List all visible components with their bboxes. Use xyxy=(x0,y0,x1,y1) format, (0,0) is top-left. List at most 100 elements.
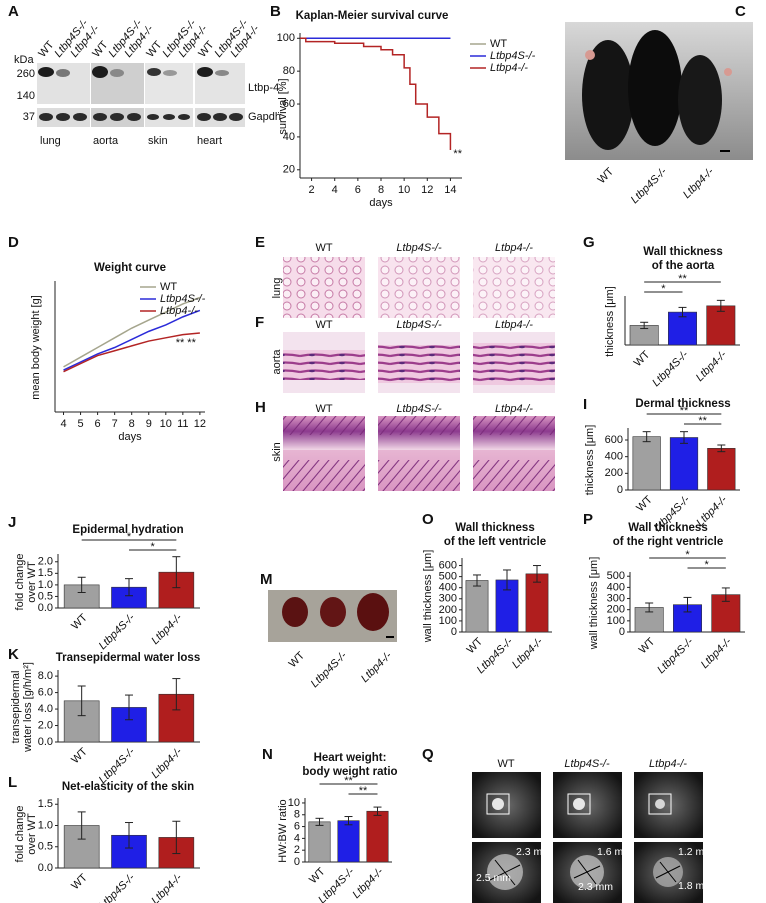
panel-letter: D xyxy=(8,234,19,251)
y-axis-label: thickness [μm] xyxy=(584,425,596,496)
band-label: Ltbp-4 xyxy=(248,82,279,94)
column-label: Ltbp4-/- xyxy=(495,242,533,254)
x-tick-label: 10 xyxy=(398,184,410,196)
x-tick-label: Ltbp4S-/- xyxy=(650,348,691,389)
mouse-photo xyxy=(565,22,753,160)
y-tick-label: 0 xyxy=(451,626,457,638)
measurement: 2.3 mm xyxy=(516,846,551,858)
x-tick-label: Ltbp4-/- xyxy=(149,871,185,903)
y-tick-label: 0 xyxy=(619,626,625,638)
error-bar xyxy=(533,565,541,583)
error-bar xyxy=(503,569,511,591)
measurement: 1.2 mm xyxy=(678,846,713,858)
x-tick-label: 6 xyxy=(355,184,361,196)
chart-title: Kaplan-Meier survival curve xyxy=(296,10,449,22)
panel-letter: Q xyxy=(422,746,434,763)
histology-lung xyxy=(283,257,555,318)
significance-label: ** xyxy=(359,785,368,797)
bar xyxy=(669,437,699,491)
annotation: ** ** xyxy=(176,337,197,349)
error-bar xyxy=(125,694,133,721)
y-tick-label: 500 xyxy=(439,571,457,583)
chart-title: Net-elasticity of the skin xyxy=(62,781,194,793)
y-tick-label: 200 xyxy=(605,467,623,479)
y-tick-label: 1.0 xyxy=(38,819,53,831)
x-tick-label: WT xyxy=(465,635,486,656)
panel-letter: N xyxy=(262,746,273,763)
panel-letter: F xyxy=(255,314,264,331)
chart-title: Transepidermal water loss xyxy=(56,652,200,664)
significance-label: * xyxy=(685,549,690,561)
heart-photo xyxy=(268,590,397,642)
panel-letter: M xyxy=(260,571,273,588)
y-tick-label: 8 xyxy=(294,809,300,821)
column-label: Ltbp4S-/- xyxy=(396,319,442,331)
x-axis-label: days xyxy=(118,431,142,443)
column-label: WT xyxy=(315,403,332,415)
genotype-label: Ltbp4-/- xyxy=(681,165,717,201)
x-tick-label: 5 xyxy=(78,418,84,430)
panel-letter: E xyxy=(255,234,265,251)
y-axis-label: mean body weight [g] xyxy=(30,295,42,400)
panel-letter: O xyxy=(422,511,434,528)
row-label: skin xyxy=(271,442,283,462)
y-tick-label: 6.0 xyxy=(38,686,53,698)
measurement: 2.5 mm xyxy=(476,872,511,884)
blot-marker: 37 xyxy=(23,111,35,123)
error-bar xyxy=(172,820,181,855)
y-tick-label: 0.5 xyxy=(38,841,53,853)
y-tick-label: 4.0 xyxy=(38,703,53,715)
bar xyxy=(707,448,736,491)
chart-title: Weight curve xyxy=(94,262,166,274)
bar xyxy=(308,821,331,863)
legend-label: Ltbp4-/- xyxy=(490,62,528,74)
x-tick-label: WT xyxy=(634,493,655,514)
significance-label: ** xyxy=(344,775,353,787)
chart-title: of the aorta xyxy=(652,260,715,272)
x-tick-label: Ltbp4-/- xyxy=(694,348,730,384)
panel-letter: H xyxy=(255,399,266,416)
y-tick-label: 1.5 xyxy=(38,798,53,810)
chart-title: Dermal thickness xyxy=(635,398,730,410)
legend-label: WT xyxy=(160,281,177,293)
y-tick-label: 100 xyxy=(277,32,295,44)
column-label: Ltbp4S-/- xyxy=(396,242,442,254)
y-tick-label: 80 xyxy=(283,65,295,77)
column-label: WT xyxy=(497,758,514,770)
column-label: WT xyxy=(315,319,332,331)
y-axis-label: wall thickness [μm] xyxy=(422,550,434,644)
x-tick-label: Ltbp4-/- xyxy=(699,635,735,671)
error-bar xyxy=(344,816,353,826)
y-tick-label: 1.0 xyxy=(38,579,53,591)
bar xyxy=(337,820,360,863)
bar xyxy=(465,580,489,633)
x-tick-label: Ltbp4-/- xyxy=(350,865,386,901)
bar xyxy=(366,810,389,863)
y-axis-label: thickness [μm] xyxy=(604,286,616,357)
column-label: Ltbp4-/- xyxy=(495,403,533,415)
genotype-label: WT xyxy=(287,649,308,670)
x-tick-label: Ltbp4S-/- xyxy=(97,611,138,652)
bar xyxy=(668,311,697,346)
measurement: 2.3 mm xyxy=(578,881,613,893)
x-tick-label: 9 xyxy=(146,418,152,430)
y-axis-label: over WT xyxy=(26,561,38,603)
error-bar xyxy=(683,596,692,613)
error-bar xyxy=(721,587,730,602)
x-tick-label: WT xyxy=(69,871,90,892)
blot xyxy=(37,63,245,127)
measurement: 1.6 mm xyxy=(597,846,632,858)
error-bar xyxy=(125,578,133,597)
histology-aorta xyxy=(283,332,555,393)
column-label: Ltbp4-/- xyxy=(649,758,687,770)
x-tick-label: Ltbp4-/- xyxy=(149,745,185,781)
panel-letter: J xyxy=(8,514,16,531)
y-tick-label: 2.0 xyxy=(38,719,53,731)
y-tick-label: 200 xyxy=(607,604,625,616)
y-tick-label: 0.5 xyxy=(38,590,53,602)
significance-label: ** xyxy=(680,405,689,417)
tissue-label: skin xyxy=(148,135,168,147)
histology-skin xyxy=(283,416,555,491)
y-axis-label: fold change xyxy=(14,554,26,611)
x-tick-label: 8 xyxy=(378,184,384,196)
